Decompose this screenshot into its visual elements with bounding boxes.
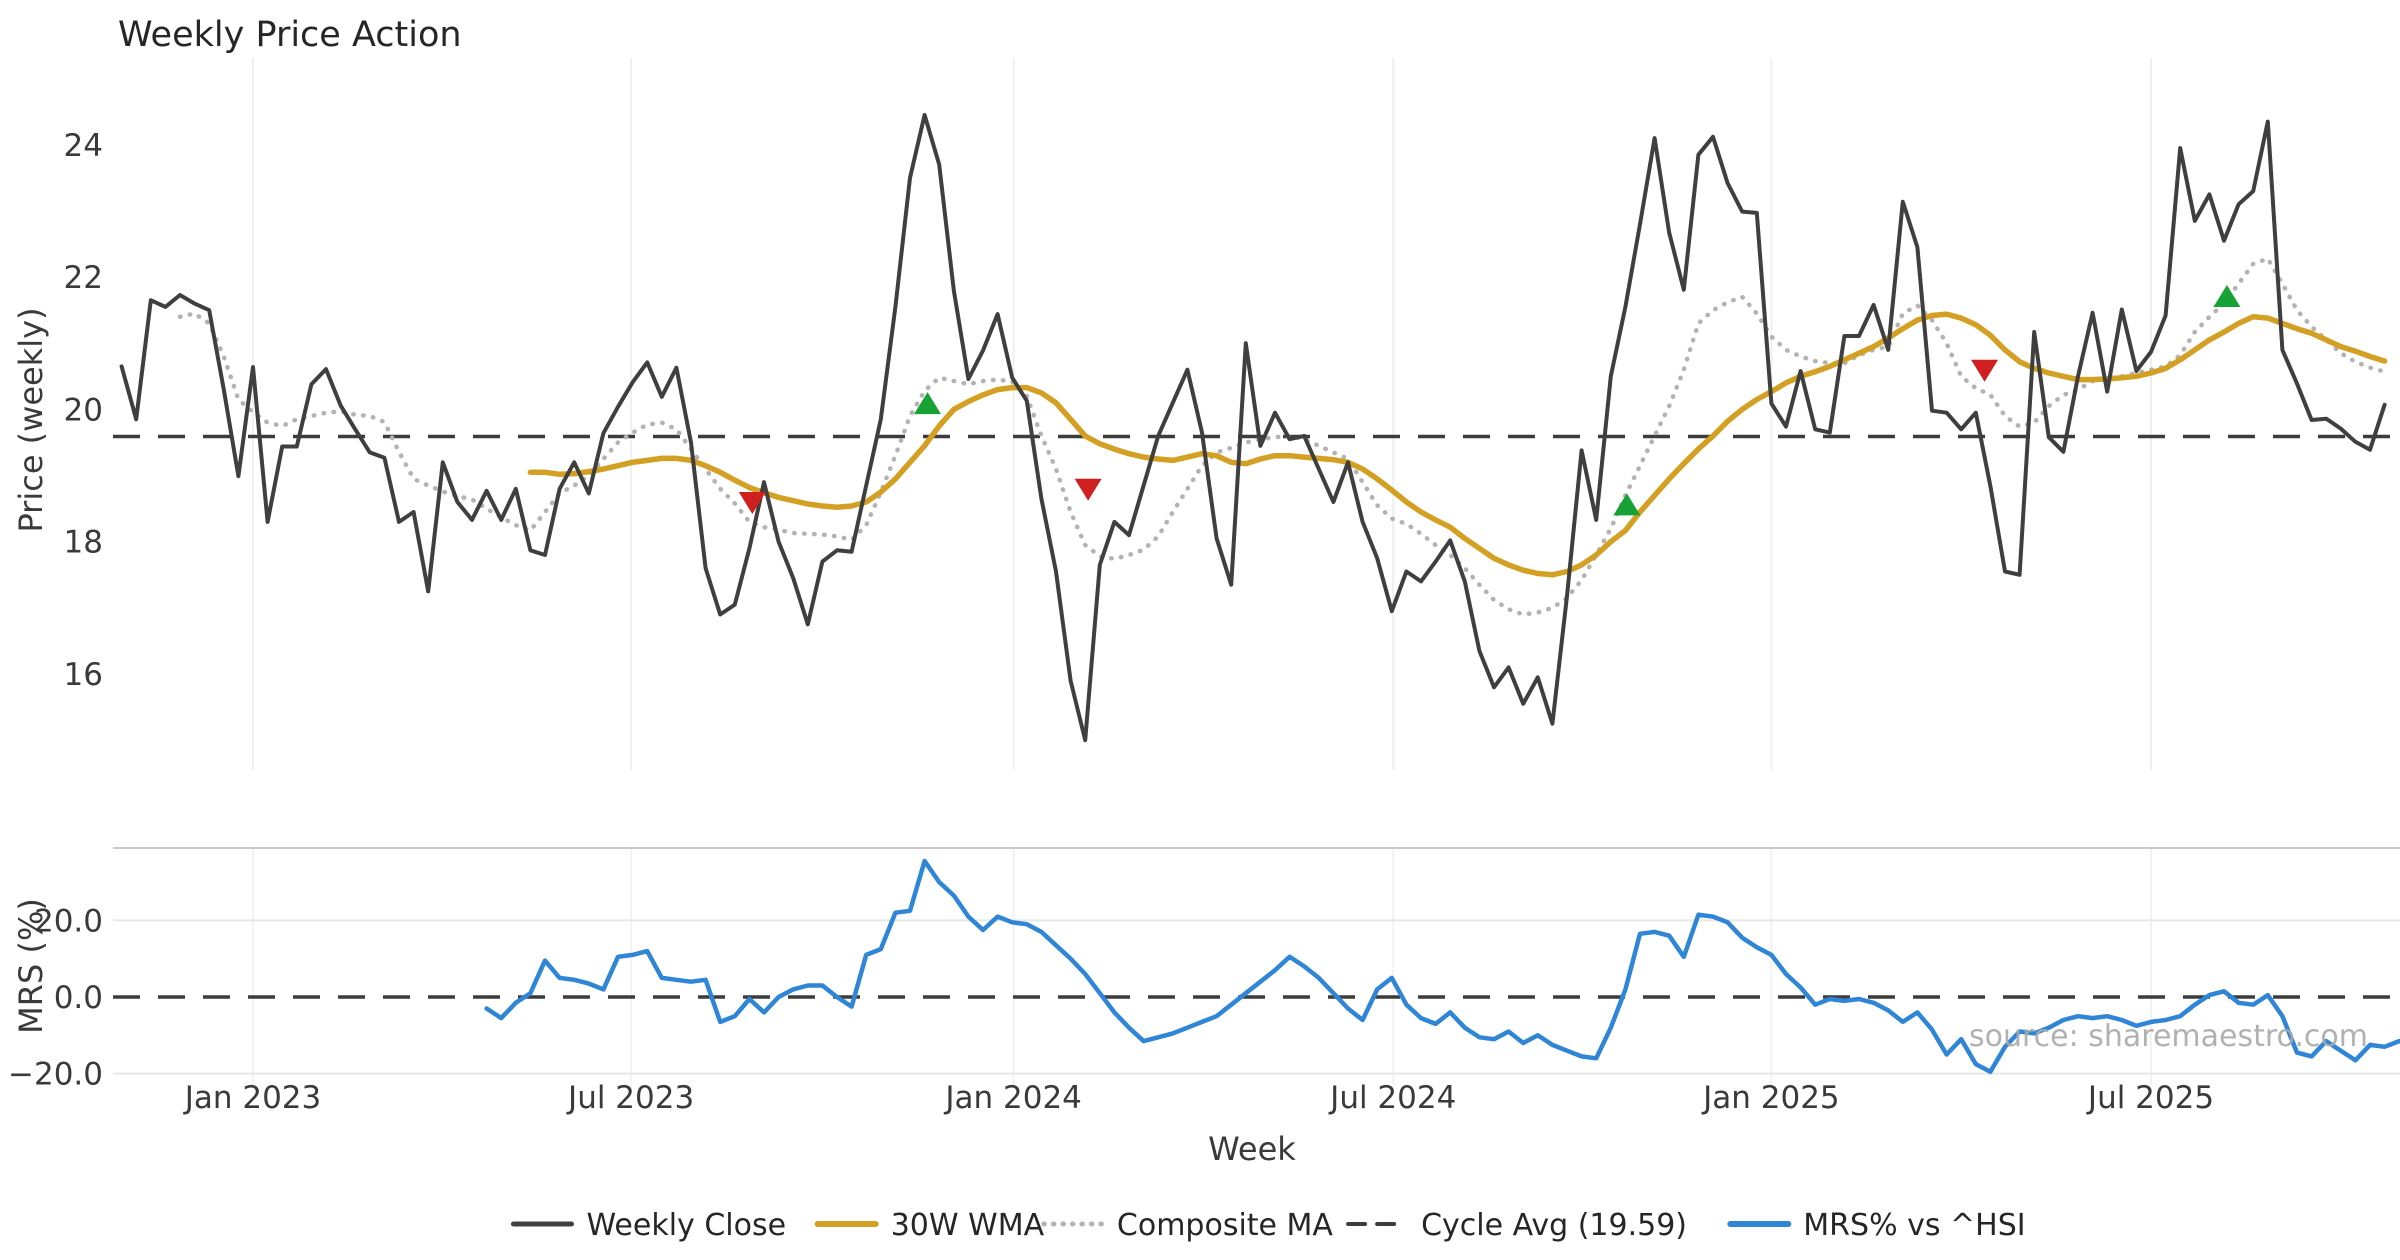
buy-marker-icon (2213, 284, 2241, 307)
x-tick-label: Jul 2023 (566, 1080, 694, 1116)
price-axis-title: Price (weekly) (12, 307, 50, 532)
mrs-axis-title: MRS (%) (12, 898, 50, 1034)
x-tick-label: Jan 2023 (183, 1080, 322, 1116)
chart-title: Weekly Price Action (118, 15, 462, 55)
x-tick-label: Jul 2024 (1328, 1080, 1456, 1116)
legend-label-mrs: MRS% vs ^HSI (1803, 1208, 2025, 1243)
legend: Weekly Close 30W WMA Composite MA Cycle Avg… (511, 1208, 2026, 1243)
legend-label-composite: Composite MA (1117, 1208, 1334, 1243)
gridlines (113, 58, 2400, 1085)
signal-markers (738, 284, 2241, 516)
x-axis-title: Week (1208, 1130, 1296, 1168)
weekly-close-line (119, 113, 2387, 743)
sell-marker-icon (1971, 359, 1999, 382)
sell-marker-icon (1074, 478, 1102, 501)
price-tick-label: 22 (64, 260, 103, 296)
data-series (113, 113, 2400, 1074)
watermark: source: sharemaestro.com (1969, 1019, 2368, 1054)
price-tick-label: 20 (64, 392, 103, 428)
price-tick-label: 24 (64, 128, 103, 164)
sell-marker-icon (738, 492, 766, 515)
mrs-tick-label: 20.0 (34, 903, 103, 939)
legend-label-cycle: Cycle Avg (19.59) (1421, 1208, 1687, 1243)
wma-line (527, 311, 2388, 578)
composite-ma-line (177, 256, 2387, 617)
x-tick-label: Jul 2025 (2086, 1080, 2214, 1116)
x-tick-label: Jan 2025 (1701, 1080, 1840, 1116)
legend-label-wma: 30W WMA (891, 1208, 1045, 1243)
buy-marker-icon (914, 392, 942, 415)
mrs-tick-label: 0.0 (54, 980, 103, 1016)
legend-label-close: Weekly Close (587, 1208, 787, 1243)
axis-tick-labels: Jan 2023 Jul 2023 Jan 2024 Jul 2024 Jan 2025… (8, 128, 2214, 1116)
price-tick-label: 18 (64, 525, 103, 561)
price-tick-label: 16 (64, 657, 103, 693)
mrs-tick-label: −20.0 (8, 1057, 103, 1093)
mrs-line (484, 858, 2400, 1074)
buy-marker-icon (1613, 493, 1641, 516)
x-tick-label: Jan 2024 (943, 1080, 1082, 1116)
